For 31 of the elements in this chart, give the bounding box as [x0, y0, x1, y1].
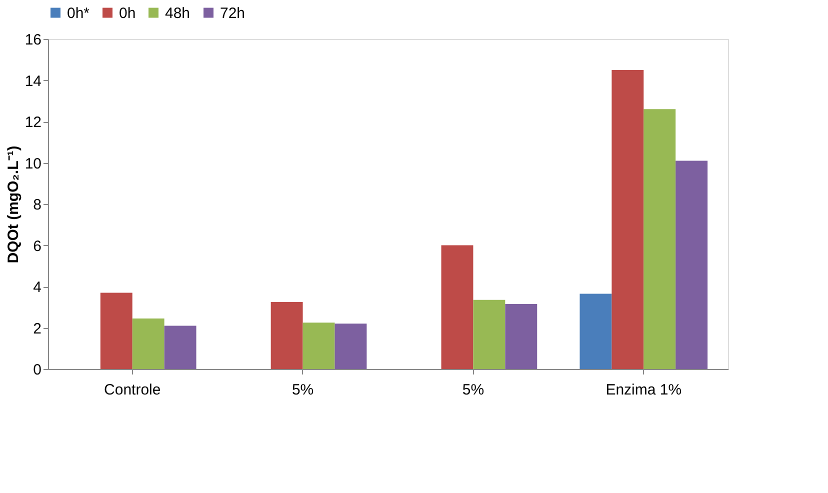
- y-tick-label: 10: [24, 155, 42, 172]
- legend-label: 0h*: [67, 4, 90, 22]
- legend-label: 48h: [165, 4, 190, 22]
- bar: [441, 245, 474, 369]
- legend-label: 72h: [220, 4, 246, 22]
- bar: [302, 322, 335, 369]
- y-tick-label: 6: [33, 238, 42, 255]
- bar: [505, 304, 538, 369]
- y-tick-label: 0: [33, 362, 42, 378]
- legend-label: 0h: [119, 4, 136, 22]
- bar: [644, 109, 676, 369]
- y-tick-label: 2: [33, 320, 42, 338]
- bar: [100, 292, 132, 369]
- y-tick-label: 4: [33, 279, 42, 296]
- x-tick-label: 5%: [292, 382, 314, 398]
- bar: [580, 294, 612, 369]
- bar: [676, 160, 708, 369]
- x-tick-label: Enzima 1%: [606, 382, 682, 398]
- bar: [334, 324, 367, 369]
- bar: [270, 302, 303, 369]
- x-tick-label: Controle: [104, 382, 161, 398]
- y-tick-label: 16: [24, 32, 42, 48]
- bar: [473, 300, 506, 369]
- y-axis-title: DQOt (mgO₂.L⁻¹): [4, 146, 22, 264]
- y-tick-label: 14: [24, 72, 42, 90]
- bar: [132, 318, 164, 369]
- bar: [612, 70, 644, 369]
- y-tick-label: 8: [33, 196, 42, 214]
- x-tick-label: 5%: [462, 382, 484, 398]
- bar: [164, 326, 196, 369]
- y-tick-label: 12: [24, 114, 42, 131]
